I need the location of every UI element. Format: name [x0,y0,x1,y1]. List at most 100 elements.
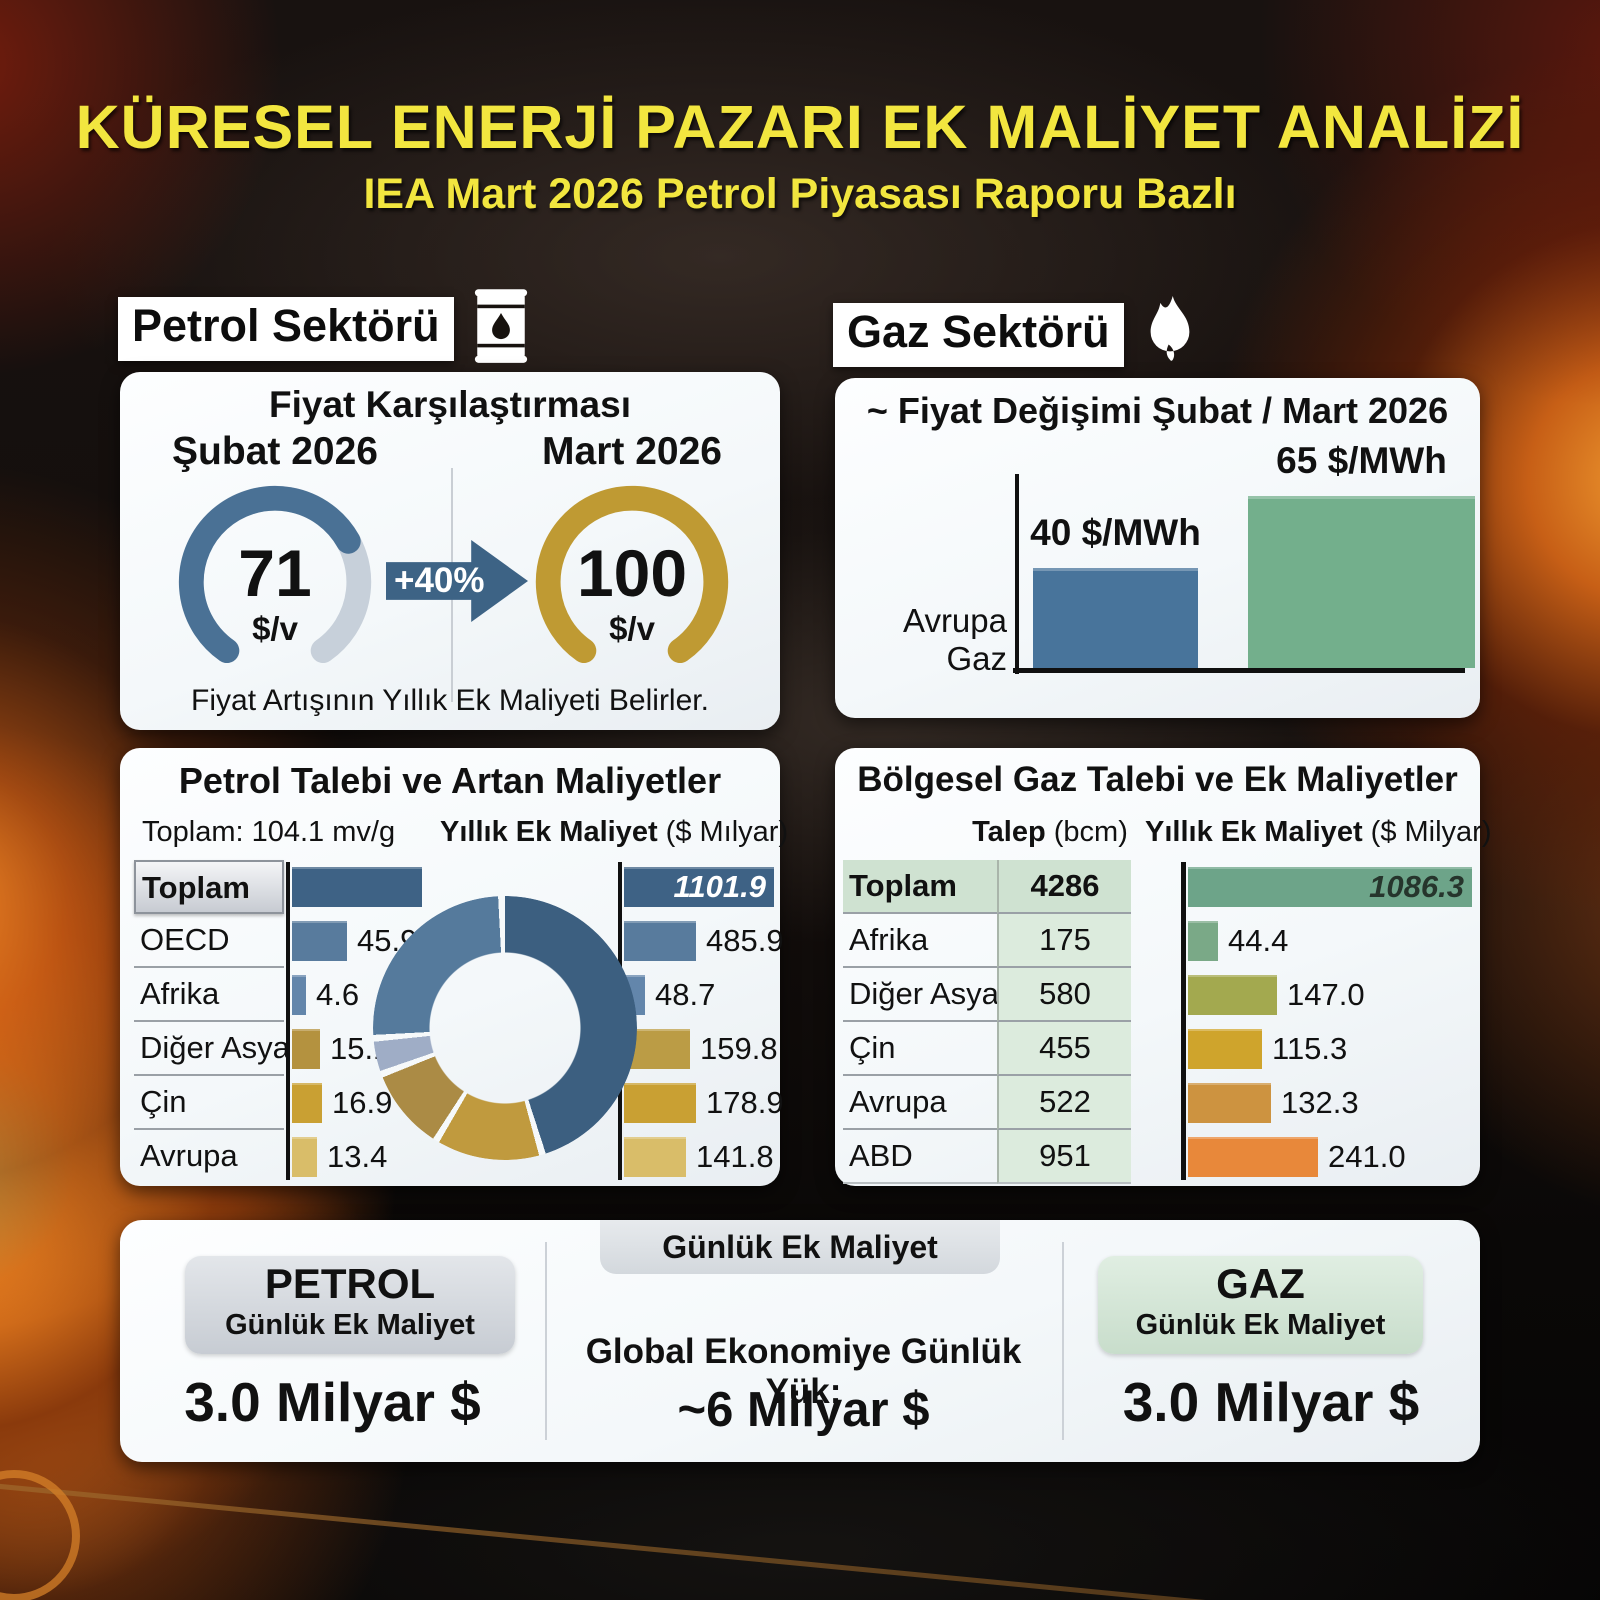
petrol-demand-bar-row: 4.6 [292,968,359,1022]
gas-cost-bar [1188,975,1277,1015]
petrol-cost-value: 485.9 [706,923,784,958]
petrol-row-label: Afrika [134,968,284,1022]
gas-cost-bar: 1086.3 [1188,867,1472,907]
oil-demand-card: Petrol Talebi ve Artan Maliyetler Toplam… [120,748,788,1186]
gas-price-bar2 [1248,496,1475,668]
petrol-demand-value: 16.9 [332,1085,393,1120]
oil-section-header: Petrol Sektörü [118,288,530,369]
gas-summary-pill: GAZ Günlük Ek Maliyet [1098,1256,1423,1354]
petrol-cost-bar [624,1083,696,1123]
petrol-cost-bar-row: 48.7 [624,968,715,1022]
gas-cost-bar-row: 1086.3 [1188,860,1472,914]
page-title: KÜRESEL ENERJİ PAZARI EK MALİYET ANALİZİ [75,93,1525,161]
gas-price-category-label: Avrupa Gaz [903,602,1007,677]
flame-icon [1142,296,1198,373]
gas-demand-value: 522 [997,1076,1131,1130]
gauge-before [178,485,372,664]
gas-cost-bar [1188,1083,1271,1123]
petrol-cost-value: 159.8 [700,1031,778,1066]
summary-divider [545,1242,547,1440]
oil-price-card: Fiyat Karşılaştırması Şubat 2026 Mart 20… [120,372,780,730]
gas-price-y-axis [1015,474,1019,674]
gas-cost-value: 44.4 [1228,923,1289,958]
petrol-demand-bar [292,1137,317,1177]
page-subtitle: IEA Mart 2026 Petrol Piyasası Raporu Baz… [363,170,1237,218]
gas-cost-col-header-bold: Yıllık Ek Maliyet [1145,816,1363,848]
oil-demand-total-header: Toplam: 104.1 mv/g [142,816,396,848]
gas-cost-col-header: Yıllık Ek Maliyet ($ Milyar) [1145,816,1492,849]
gas-demand-value: 175 [997,914,1131,968]
petrol-demand-bar-row: 13.4 [292,1130,387,1184]
change-arrow: +40% [386,540,528,622]
gas-row-label: Toplam [843,860,997,914]
daily-cost-badge: Günlük Ek Maliyet [600,1220,1000,1274]
gauge-before-unit: $/v [252,610,298,647]
petrol-cost-value: 178.9 [706,1085,784,1120]
petrol-cost-value: 141.8 [696,1139,774,1174]
oil-price-card-title: Fiyat Karşılaştırması [269,384,631,425]
global-daily-burden-value: ~6 Milyar $ [677,1383,930,1437]
gas-price-bar1 [1033,568,1198,668]
change-arrow-label: +40% [394,561,485,600]
gas-demand-value: 580 [997,968,1131,1022]
gas-row-label: ABD [843,1130,997,1184]
gas-cost-value: 132.3 [1281,1085,1359,1120]
oil-barrel-icon [472,288,530,369]
gauge-after-label: Mart 2026 [542,430,722,473]
petrol-demand-value: 13.4 [327,1139,388,1174]
petrol-cost-bar: 1101.9 [624,867,774,907]
gas-demand-value: 951 [997,1130,1131,1184]
oil-price-caption: Fiyat Artışının Yıllık Ek Maliyeti Belir… [191,684,709,717]
gas-demand-value: 455 [997,1022,1131,1076]
oil-cost-header-bold: Yıllık Ek Maliyet [440,816,658,848]
gas-cost-axis [1181,862,1186,1180]
gas-cost-bar [1188,1137,1318,1177]
petrol-demand-donut [373,896,637,1160]
petrol-summary-subtitle: Günlük Ek Maliyet [225,1309,475,1342]
daily-cost-summary-card: Günlük Ek Maliyet PETROL Günlük Ek Maliy… [120,1220,1480,1462]
gas-price-card: ~ Fiyat Değişimi Şubat / Mart 2026 Avrup… [835,378,1480,718]
petrol-cost-bar-row: 159.8 [624,1022,778,1076]
gas-row-label: Diğer Asya [843,968,999,1022]
petrol-daily-cost-value: 3.0 Milyar $ [184,1371,481,1433]
gauge-after-value: 100 [576,536,688,610]
petrol-row-label: Toplam [134,860,284,914]
gas-cost-bar-row: 147.0 [1188,968,1365,1022]
gas-summary-title: GAZ [1216,1260,1305,1307]
oil-demand-card-title: Petrol Talebi ve Artan Maliyetler [178,760,722,801]
petrol-demand-value: 4.6 [316,977,360,1012]
gas-daily-cost-value: 3.0 Milyar $ [1122,1371,1420,1433]
gauge-after-arc [535,485,729,664]
petrol-demand-bar [292,921,347,961]
petrol-summary-pill: PETROL Günlük Ek Maliyet [185,1256,515,1354]
gas-price-bar1-label: 40 $/MWh [1030,512,1201,553]
petrol-demand-bar [292,1083,322,1123]
petrol-row-label: OECD [134,914,284,968]
petrol-row-label: Diğer Asya [134,1022,290,1076]
gas-cost-value: 241.0 [1328,1139,1406,1174]
petrol-cost-bar-row: 178.9 [624,1076,784,1130]
petrol-demand-bar-row: 16.9 [292,1076,392,1130]
gas-section-header: Gaz Sektörü [833,296,1198,373]
petrol-cost-value: 48.7 [655,977,716,1012]
gas-demand-value: 4286 [997,860,1131,914]
oil-cost-header-unit: ($ Mılyar) [665,816,789,848]
gas-demand-card-title: Bölgesel Gaz Talebi ve Ek Maliyetler [857,760,1458,799]
gas-cost-value: 147.0 [1287,977,1365,1012]
summary-divider [1062,1242,1064,1440]
gauge-before-value: 71 [238,536,312,610]
petrol-summary-title: PETROL [264,1260,436,1307]
gas-demand-col-header-bold: Talep [972,816,1046,848]
oil-cost-header: Yıllık Ek Maliyet ($ Mılyar) [440,816,788,849]
global-daily-burden-label: Global Ekonomiye Günlük Yük: [585,1332,1022,1411]
gas-cost-bar-row: 241.0 [1188,1130,1406,1184]
gas-price-bar2-label: 65 $/MWh [1276,440,1447,481]
gas-row-label: Avrupa [843,1076,997,1130]
gas-demand-card: Bölgesel Gaz Talebi ve Ek Maliyetler Tal… [835,748,1492,1186]
petrol-demand-bar-row [292,860,422,914]
gas-cost-value: 115.3 [1272,1031,1348,1066]
gas-summary-subtitle: Günlük Ek Maliyet [1135,1309,1386,1342]
gas-cost-bar-row: 44.4 [1188,914,1288,968]
gas-row-label: Çin [843,1022,997,1076]
